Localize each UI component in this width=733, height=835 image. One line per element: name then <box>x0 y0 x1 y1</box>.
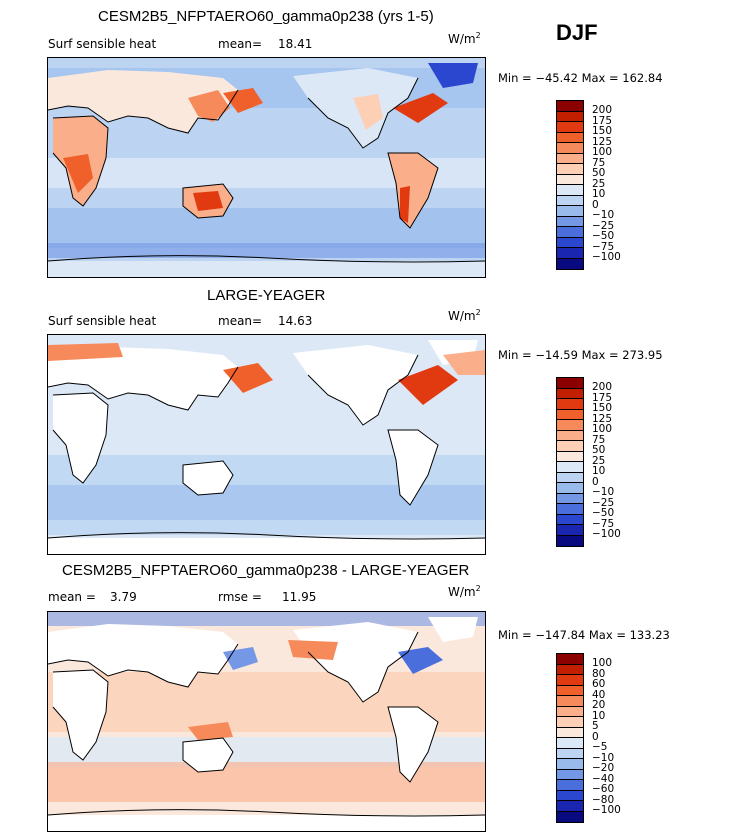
panel1-units: W/m2 <box>448 31 481 46</box>
panel1-colorbar-labels: 200 175 150 125 100 75 50 25 10 0 −10 −25 −50 −75 −100 <box>592 104 621 263</box>
panel3-mean-label: mean = <box>48 590 96 604</box>
panel2-colorbar <box>556 377 584 547</box>
panel3-units: W/m2 <box>448 584 481 599</box>
panel3-minmax: Min = −147.84 Max = 133.23 <box>498 628 670 642</box>
panel2-map <box>47 334 486 555</box>
panel3-colorbar <box>556 653 584 823</box>
panel1-map <box>47 57 486 278</box>
panel2-minmax: Min = −14.59 Max = 273.95 <box>498 348 663 362</box>
panel2-mean-label: mean= <box>218 314 263 328</box>
panel1-mean-value: 18.41 <box>278 37 313 51</box>
panel1-colorbar <box>556 100 584 270</box>
panel3-mean-value: 3.79 <box>110 590 137 604</box>
panel2-colorbar-labels: 200 175 150 125 100 75 50 25 10 0 −10 −25 −50 −75 −100 <box>592 381 621 540</box>
panel2-units: W/m2 <box>448 308 481 323</box>
panel1-variable: Surf sensible heat <box>48 37 157 51</box>
panel3-rmse-value: 11.95 <box>282 590 317 604</box>
panel2-variable: Surf sensible heat <box>48 314 157 328</box>
panel2-mean-value: 14.63 <box>278 314 313 328</box>
panel2-title: LARGE-YEAGER <box>207 287 326 304</box>
panel3-map <box>47 611 486 832</box>
panel1-minmax: Min = −45.42 Max = 162.84 <box>498 71 663 85</box>
panel3-title: CESM2B5_NFPTAERO60_gamma0p238 - LARGE-YE… <box>62 562 470 579</box>
panel1-mean-label: mean= <box>218 37 263 51</box>
panel1-title: CESM2B5_NFPTAERO60_gamma0p238 (yrs 1-5) <box>98 8 434 25</box>
season-label: DJF <box>556 20 598 45</box>
panel3-rmse-label: rmse = <box>218 590 262 604</box>
panel3-colorbar-labels: 100 80 60 40 20 10 5 0 −5 −10 −20 −40 −60 −80 −100 <box>592 657 621 816</box>
